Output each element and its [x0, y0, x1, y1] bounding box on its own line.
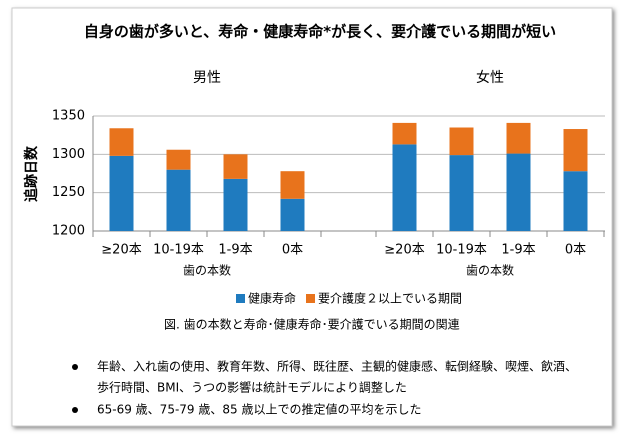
bar-segment [449, 155, 474, 231]
bar-segment [280, 171, 305, 199]
y-tick-label: 1350 [52, 109, 85, 124]
bar-segment [392, 122, 417, 145]
note: 歩行時間、BMI、うつの影響は統計モデルにより調整した [97, 380, 407, 395]
bar-segment [392, 144, 417, 231]
y-tick-label: 1200 [52, 224, 85, 239]
bullet [72, 364, 78, 370]
legend-swatch [236, 294, 245, 303]
caption: 図. 歯の本数と寿命･健康寿命･要介護でいる期間の関連 [164, 317, 460, 332]
bar-segment [166, 169, 191, 231]
group-title: 女性 [476, 69, 504, 86]
bullet [72, 407, 78, 413]
x-tick-label: 0本 [565, 243, 586, 258]
x-axis-title: 歯の本数 [183, 263, 231, 278]
bar-segment [109, 128, 134, 156]
x-tick-label: 1-9本 [218, 243, 252, 258]
x-tick-label: ≥20本 [101, 243, 141, 258]
chart-title: 自身の歯が多いと、寿命・健康寿命*が長く、要介護でいる期間が短い [84, 23, 556, 41]
y-tick-label: 1250 [52, 185, 85, 200]
bar-segment [223, 178, 248, 231]
x-tick-label: 0本 [282, 243, 303, 258]
legend-label: 要介護度２以上でいる期間 [318, 291, 462, 306]
x-tick-label: 10-19本 [153, 243, 204, 258]
bar-segment [506, 122, 531, 154]
note: 65-69 歳、75-79 歳、85 歳以上での推定値の平均を示した [97, 402, 421, 417]
x-tick-label: 1-9本 [501, 243, 535, 258]
y-axis-title: 追跡日数 [23, 145, 40, 202]
legend-label: 健康寿命 [248, 291, 296, 306]
bar-segment [223, 154, 248, 179]
bar-segment [280, 198, 305, 231]
bar-segment [506, 153, 531, 231]
x-axis-title: 歯の本数 [466, 263, 514, 278]
x-tick-label: ≥20本 [384, 243, 424, 258]
bar-segment [166, 149, 191, 170]
bar-segment [109, 155, 134, 231]
y-tick-label: 1300 [52, 147, 85, 162]
bar-segment [563, 129, 588, 172]
note: 年齢、入れ歯の使用、教育年数、所得、既往歴、主観的健康感、転倒経験、喫煙、飲酒、 [97, 359, 577, 374]
group-title: 男性 [193, 70, 221, 86]
bar-segment [449, 127, 474, 156]
x-tick-label: 10-19本 [436, 243, 487, 258]
bar-segment [563, 171, 588, 231]
legend-swatch [306, 294, 315, 303]
